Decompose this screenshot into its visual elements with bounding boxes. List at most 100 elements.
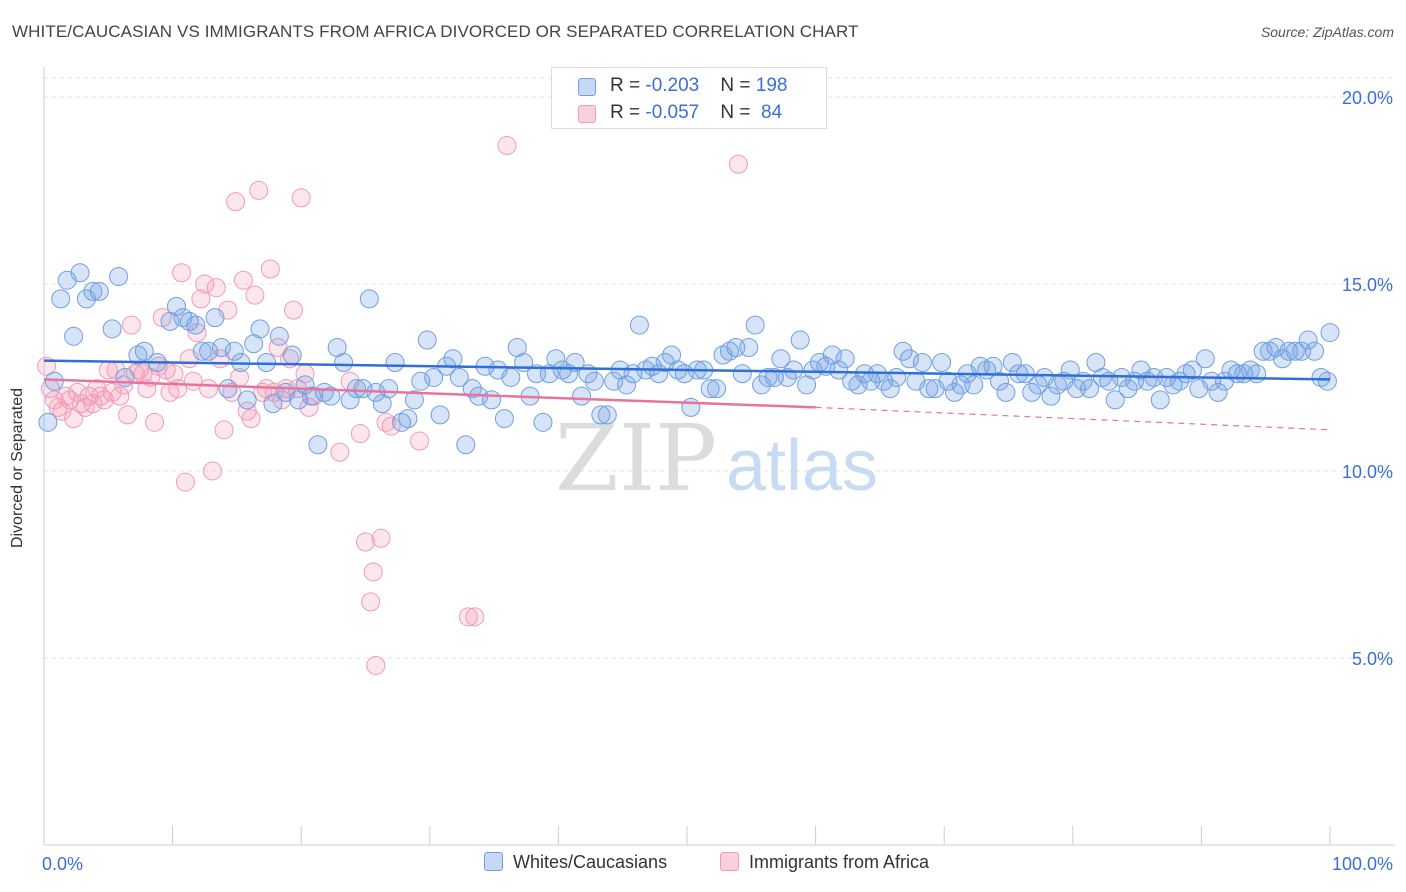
data-point-whites [83, 281, 103, 301]
data-point-whites [392, 412, 412, 432]
data-point-whites [134, 341, 154, 361]
data-point-whites [64, 326, 84, 346]
data-point-africa [376, 412, 396, 432]
data-point-whites [1298, 330, 1318, 350]
data-point-africa [64, 409, 84, 429]
legend-item-africa: Immigrants from Africa [720, 852, 929, 873]
data-point-africa [410, 431, 430, 451]
series-whites-caucasians [38, 263, 1340, 455]
data-point-africa [52, 401, 72, 421]
data-point-whites [263, 394, 283, 414]
data-point-whites [835, 349, 855, 369]
data-point-africa [350, 424, 370, 444]
y-tick-label: 10.0% [1342, 462, 1393, 482]
data-point-whites [1266, 338, 1286, 358]
data-point-whites [501, 367, 521, 387]
data-point-whites [1317, 371, 1337, 391]
data-point-whites [38, 412, 58, 432]
data-point-whites [51, 289, 71, 309]
data-point-africa [164, 364, 184, 384]
legend-label-whites: Whites/Caucasians [513, 852, 668, 872]
legend-swatch-africa [720, 852, 739, 871]
legend-swatch-pink [578, 105, 596, 123]
data-point-whites [887, 367, 907, 387]
watermark-atlas: atlas [726, 426, 878, 506]
data-point-whites [1208, 382, 1228, 402]
data-point-africa [222, 382, 242, 402]
data-point-africa [60, 390, 80, 410]
data-point-whites [102, 319, 122, 339]
data-point-africa [114, 375, 134, 395]
data-point-whites [256, 352, 276, 372]
data-point-whites [456, 435, 476, 455]
y-tick-label: 15.0% [1342, 275, 1393, 295]
data-point-whites [790, 330, 810, 350]
data-point-whites [109, 266, 129, 286]
data-point-whites [424, 367, 444, 387]
legend-row-whites: R = -0.203 N = 198 [552, 74, 826, 100]
data-point-whites [301, 386, 321, 406]
data-point-africa [214, 420, 234, 440]
data-point-whites [758, 367, 778, 387]
data-point-whites [617, 375, 637, 395]
data-point-africa [83, 394, 103, 414]
data-point-whites [199, 341, 219, 361]
data-point-africa [118, 405, 138, 425]
x-tick-label-start: 0.0% [42, 854, 83, 874]
data-point-whites [1305, 341, 1325, 361]
data-point-whites [700, 379, 720, 399]
data-point-africa [363, 562, 383, 582]
data-point-whites [565, 352, 585, 372]
data-point-africa [206, 278, 226, 298]
x-tick-label-end: 100.0% [1332, 854, 1393, 874]
data-point-whites [912, 352, 932, 372]
data-point-whites [533, 412, 553, 432]
legend-swatch-blue [578, 78, 596, 96]
data-point-africa [330, 442, 350, 462]
data-point-whites [893, 341, 913, 361]
data-point-whites [880, 379, 900, 399]
data-point-whites [186, 315, 206, 335]
data-point-africa [91, 386, 111, 406]
data-point-africa [191, 289, 211, 309]
data-point-whites [211, 338, 231, 358]
data-point-whites [964, 375, 984, 395]
data-point-whites [1320, 323, 1340, 343]
data-point-whites [1105, 390, 1125, 410]
data-point-whites [1080, 379, 1100, 399]
legend-row-africa: R = -0.057 N = 84 [552, 101, 826, 127]
data-point-africa [465, 607, 485, 627]
data-point-whites [1285, 341, 1305, 361]
axes [43, 67, 1395, 846]
data-point-whites [732, 364, 752, 384]
data-point-whites [321, 386, 341, 406]
data-point-whites [70, 263, 90, 283]
data-point-whites [932, 352, 952, 372]
data-point-africa [233, 270, 253, 290]
data-point-africa [361, 592, 381, 612]
data-point-whites [430, 405, 450, 425]
data-point-whites [314, 382, 334, 402]
data-point-whites [572, 386, 592, 406]
data-point-africa [381, 416, 401, 436]
data-point-whites [404, 390, 424, 410]
data-point-whites [250, 319, 270, 339]
watermark-zip: ZIP [555, 405, 717, 512]
data-point-whites [1002, 352, 1022, 372]
data-point-whites [996, 382, 1016, 402]
data-point-africa [172, 263, 192, 283]
data-point-whites [1253, 341, 1273, 361]
data-point-africa [283, 300, 303, 320]
legend-swatch-whites [484, 852, 503, 871]
data-point-africa [241, 409, 261, 429]
data-point-africa [371, 528, 391, 548]
legend-label-africa: Immigrants from Africa [749, 852, 930, 872]
data-point-whites [308, 435, 328, 455]
data-point-whites [379, 379, 399, 399]
data-point-africa [260, 259, 280, 279]
data-point-whites [604, 371, 624, 391]
data-point-whites [1182, 360, 1202, 380]
data-point-whites [707, 379, 727, 399]
data-point-whites [115, 367, 135, 387]
